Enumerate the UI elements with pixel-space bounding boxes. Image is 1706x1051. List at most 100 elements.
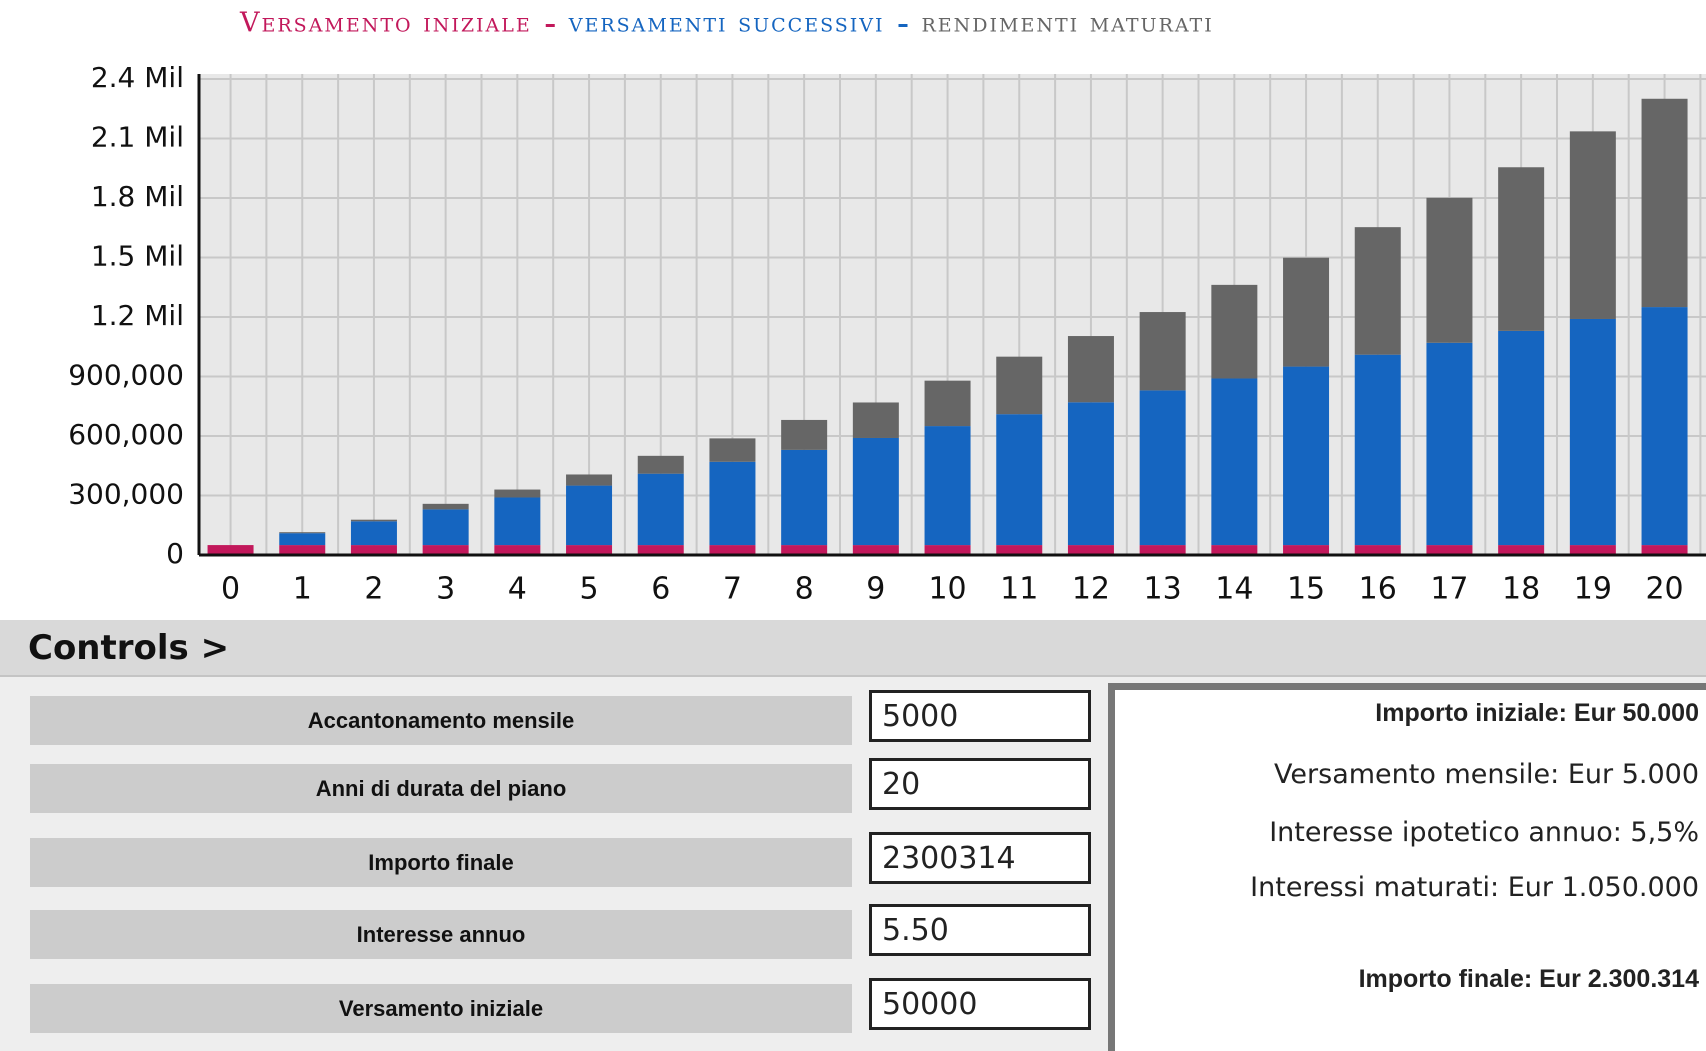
y-tick-label: 900,000 <box>68 359 184 392</box>
x-tick-label: 8 <box>795 572 814 607</box>
control-label: Versamento iniziale <box>30 984 852 1033</box>
bar-segment <box>279 532 326 534</box>
x-tick-label: 5 <box>580 572 599 607</box>
bar-segment <box>350 545 397 555</box>
bar-segment <box>924 545 971 555</box>
bar-segment <box>996 356 1043 415</box>
bar-segment <box>1426 545 1473 555</box>
bar-segment <box>781 545 828 555</box>
controls-title[interactable]: Controls > <box>28 628 230 668</box>
bar-segment <box>1067 545 1114 555</box>
summary-panel: Importo iniziale: Eur 50.000 Versamento m… <box>1108 683 1706 1051</box>
bar-segment <box>1569 545 1616 555</box>
control-label: Accantonamento mensile <box>30 696 852 745</box>
control-input[interactable]: 5000 <box>869 690 1091 742</box>
controls-header[interactable]: Controls > <box>0 620 1706 677</box>
bar-segment <box>1426 197 1473 343</box>
control-input[interactable]: 50000 <box>869 978 1091 1030</box>
bar-segment <box>422 509 469 546</box>
bar-segment <box>781 449 828 546</box>
bar-segment <box>1641 98 1688 308</box>
summary-line: Interesse ipotetico annuo: 5,5% <box>1269 817 1699 848</box>
bar-segment <box>1211 378 1258 546</box>
x-tick-label: 11 <box>1000 572 1038 607</box>
x-tick-label: 1 <box>293 572 312 607</box>
bar-segment <box>1067 402 1114 546</box>
x-tick-label: 6 <box>651 572 670 607</box>
bar-segment <box>709 461 756 546</box>
y-tick-label: 600,000 <box>68 418 184 451</box>
bar-segment <box>1498 545 1545 555</box>
x-tick-label: 16 <box>1359 572 1397 607</box>
bar-segment <box>1569 318 1616 546</box>
x-tick-label: 17 <box>1430 572 1468 607</box>
summary-line: Importo iniziale: Eur 50.000 <box>1375 699 1699 727</box>
bar-segment <box>422 503 469 510</box>
bar-segment <box>924 426 971 546</box>
bar-segment <box>709 545 756 555</box>
bar-segment <box>350 519 397 522</box>
bar-segment <box>207 545 254 555</box>
x-tick-label: 7 <box>723 572 742 607</box>
x-tick-label: 2 <box>364 572 383 607</box>
x-tick-label: 10 <box>928 572 966 607</box>
bar-segment <box>637 473 684 546</box>
control-input[interactable]: 5.50 <box>869 904 1091 956</box>
bar-segment <box>1283 257 1330 367</box>
bar-segment <box>1426 342 1473 546</box>
x-tick-label: 3 <box>436 572 455 607</box>
bar-segment <box>1354 227 1401 355</box>
x-tick-label: 9 <box>866 572 885 607</box>
bar-segment <box>1139 390 1186 546</box>
bar-segment <box>852 402 899 438</box>
bar-segment <box>1498 167 1545 331</box>
bar-segment <box>924 380 971 427</box>
y-tick-label: 2.4 Mil <box>91 61 184 94</box>
x-tick-label: 14 <box>1215 572 1253 607</box>
bar-segment <box>637 455 684 474</box>
y-tick-label: 1.8 Mil <box>91 180 184 213</box>
legend-separator <box>545 24 555 27</box>
y-tick-label: 1.2 Mil <box>91 299 184 332</box>
bar-segment <box>494 489 541 498</box>
bar-segment <box>996 545 1043 555</box>
chart: Versamento iniziale versamenti successivi… <box>0 0 1706 620</box>
x-tick-label: 4 <box>508 572 527 607</box>
control-input[interactable]: 20 <box>869 758 1091 810</box>
bar-segment <box>852 437 899 546</box>
bar-segment <box>1067 336 1114 403</box>
legend-entry: versamenti successivi <box>568 8 885 39</box>
control-label: Anni di durata del piano <box>30 764 852 813</box>
legend-entry: rendimenti maturati <box>922 8 1214 39</box>
y-tick-label: 2.1 Mil <box>91 121 184 154</box>
bar-segment <box>996 414 1043 546</box>
x-tick-label: 13 <box>1144 572 1182 607</box>
bar-segment <box>781 419 828 450</box>
bar-segment <box>1283 366 1330 546</box>
bar-segment <box>1139 312 1186 391</box>
x-tick-label: 12 <box>1072 572 1110 607</box>
bar-segment <box>566 485 613 546</box>
bar-segment <box>1211 545 1258 555</box>
bar-segment <box>1211 284 1258 379</box>
bar-segment <box>279 545 326 555</box>
bar-segment <box>1283 545 1330 555</box>
legend-entry: Versamento iniziale <box>239 8 532 39</box>
control-label: Interesse annuo <box>30 910 852 959</box>
x-tick-label: 0 <box>221 572 240 607</box>
y-tick-label: 1.5 Mil <box>91 240 184 273</box>
x-tick-label: 15 <box>1287 572 1325 607</box>
bar-segment <box>1641 307 1688 546</box>
bar-segment <box>350 521 397 546</box>
control-input[interactable]: 2300314 <box>869 832 1091 884</box>
bar-segment <box>1498 330 1545 546</box>
control-label: Importo finale <box>30 838 852 887</box>
bar-segment <box>566 545 613 555</box>
bar-segment <box>1354 354 1401 546</box>
x-tick-label: 20 <box>1645 572 1683 607</box>
bar-segment <box>709 438 756 462</box>
x-tick-label: 18 <box>1502 572 1540 607</box>
bar-segment <box>1354 545 1401 555</box>
x-tick-label: 19 <box>1574 572 1612 607</box>
